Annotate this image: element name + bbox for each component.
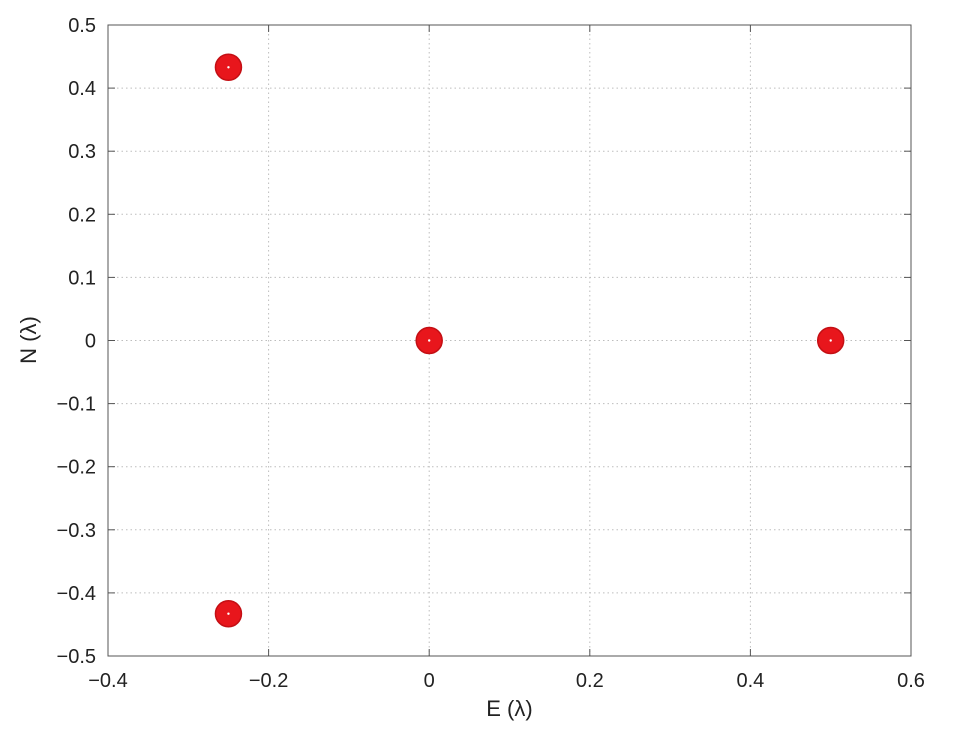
y-tick-label: 0: [85, 331, 96, 353]
data-points: [214, 53, 845, 628]
y-tick-label: −0.1: [57, 394, 96, 416]
y-tick-label: 0.2: [68, 204, 96, 226]
y-tick-labels: 0.5 0.4 0.3 0.2 0.1 0 −0.1 −0.2 −0.3 −0.4 −0.5: [57, 15, 96, 668]
x-tick-label: 0: [424, 670, 435, 692]
axis-ticks: [107, 24, 912, 657]
x-tick-label: 0.6: [897, 670, 925, 692]
x-tick-labels: −0.4 −0.2 0 0.2 0.4 0.6: [88, 670, 925, 692]
x-tick-label: −0.4: [88, 670, 127, 692]
data-point-center: [227, 66, 230, 69]
x-tick-label: −0.2: [249, 670, 288, 692]
grid-lines: [108, 25, 911, 656]
y-tick-label: −0.2: [57, 457, 96, 479]
y-tick-label: −0.3: [57, 520, 96, 542]
y-tick-label: 0.1: [68, 267, 96, 289]
y-tick-label: 0.5: [68, 15, 96, 37]
x-tick-label: 0.4: [736, 670, 764, 692]
x-axis-label: E (λ): [486, 696, 532, 721]
y-axis-label: N (λ): [16, 316, 41, 364]
y-tick-label: −0.4: [57, 583, 96, 605]
data-point-center: [829, 339, 832, 342]
data-point-center: [428, 339, 431, 342]
y-tick-label: 0.4: [68, 78, 96, 100]
y-tick-label: −0.5: [57, 646, 96, 668]
data-point-center: [227, 612, 230, 615]
y-tick-label: 0.3: [68, 141, 96, 163]
x-tick-label: 0.2: [576, 670, 604, 692]
